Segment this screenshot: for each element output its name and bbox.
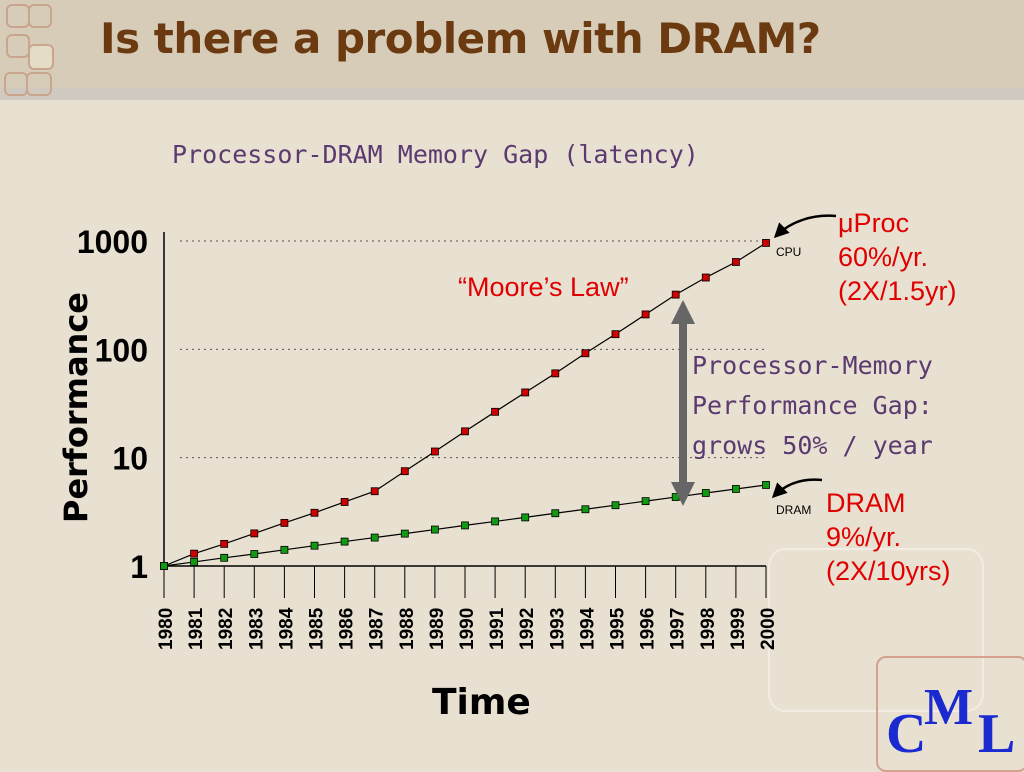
cpu-point-1995 xyxy=(611,330,620,339)
dram-point-1993 xyxy=(551,509,560,518)
logo-letter-m: M xyxy=(924,679,974,736)
x-tick-label-1980: 1980 xyxy=(156,608,177,650)
dram-note-line-2: 9%/yr. xyxy=(826,522,902,552)
x-tick-label-1990: 1990 xyxy=(457,608,478,650)
dram-point-1988 xyxy=(400,529,409,538)
x-tick-label-1991: 1991 xyxy=(487,607,508,650)
gap-note-line-3: grows 50% / year xyxy=(692,431,933,460)
cpu-point-1982 xyxy=(220,539,229,548)
dram-point-1996 xyxy=(641,497,650,506)
x-tick-label-1981: 1981 xyxy=(186,607,207,650)
y-tick-label-1: 1 xyxy=(130,549,148,585)
dram-point-1995 xyxy=(611,501,620,510)
cpu-note-line-3: (2X/1.5yr) xyxy=(838,276,957,306)
x-tick-label-1986: 1986 xyxy=(337,608,358,650)
cpu-point-1986 xyxy=(340,498,349,506)
gap-note-line-1: Processor-Memory xyxy=(692,351,933,380)
cpu-note: μProc 60%/yr. (2X/1.5yr) xyxy=(838,206,957,308)
cpu-point-1987 xyxy=(370,487,379,496)
x-tick-label-1985: 1985 xyxy=(307,607,328,650)
x-tick-label-1997: 1997 xyxy=(668,608,689,650)
deco-square-4 xyxy=(28,44,54,70)
x-tick-label-1994: 1994 xyxy=(577,607,598,650)
x-axis-label: Time xyxy=(432,682,531,723)
cpu-point-1998 xyxy=(701,273,710,282)
x-tick-label-1984: 1984 xyxy=(276,607,297,650)
y-tick-label-10: 10 xyxy=(112,441,148,477)
dram-pointer-arrow xyxy=(771,478,823,499)
title-underline xyxy=(0,88,1024,100)
dram-point-1981 xyxy=(190,558,199,566)
dram-note: DRAM 9%/yr. (2X/10yrs) xyxy=(826,486,951,588)
dram-point-2000 xyxy=(762,481,770,489)
dram-point-1991 xyxy=(491,517,500,526)
x-tick-label-1989: 1989 xyxy=(427,608,448,650)
cpu-point-1991 xyxy=(491,407,500,416)
cpu-point-1992 xyxy=(521,388,530,397)
logo-letter-l: L xyxy=(978,703,1016,765)
y-tick-label-100: 100 xyxy=(95,332,148,368)
dram-series-label: DRAM xyxy=(776,503,811,517)
cpu-series-label: CPU xyxy=(776,245,801,259)
cpu-pointer-arrow xyxy=(773,214,837,239)
x-tick-label-1983: 1983 xyxy=(246,608,267,650)
x-tick-label-1998: 1998 xyxy=(698,608,719,650)
x-tick-label-1995: 1995 xyxy=(608,607,629,650)
x-tick-label-1996: 1996 xyxy=(638,608,659,650)
dram-point-1999 xyxy=(732,485,740,493)
cpu-point-1983 xyxy=(250,529,259,538)
deco-square-2 xyxy=(28,4,52,28)
dram-point-1985 xyxy=(310,541,319,550)
dram-note-line-1: DRAM xyxy=(826,488,906,518)
x-tick-label-1988: 1988 xyxy=(397,608,418,650)
x-tick-label-1982: 1982 xyxy=(216,608,237,650)
dram-point-1986 xyxy=(340,537,349,546)
y-tick-label-1000: 1000 xyxy=(77,224,148,260)
dram-point-1984 xyxy=(280,545,289,554)
cpu-point-1981 xyxy=(190,549,199,558)
title-bar xyxy=(0,0,1024,88)
cpu-note-line-1: μProc xyxy=(838,208,910,238)
dram-point-1989 xyxy=(430,525,439,534)
page-title: Is there a problem with DRAM? xyxy=(100,14,821,63)
dram-point-1987 xyxy=(370,533,379,542)
cpu-point-1990 xyxy=(461,427,469,436)
dram-point-1982 xyxy=(220,553,229,562)
x-tick-label-1987: 1987 xyxy=(367,608,388,650)
cpu-point-1994 xyxy=(581,349,590,358)
cpu-point-1988 xyxy=(400,467,409,476)
dram-point-1990 xyxy=(461,521,469,530)
cpu-point-1989 xyxy=(430,447,439,456)
x-tick-label-2000: 2000 xyxy=(758,608,779,650)
dram-point-1997 xyxy=(671,493,680,501)
dram-point-1980 xyxy=(160,562,168,570)
cpu-point-1997 xyxy=(671,290,680,299)
gap-note-line-2: Performance Gap: xyxy=(692,391,933,420)
x-tick-label-1999: 1999 xyxy=(728,608,749,650)
dram-point-1998 xyxy=(701,489,710,497)
dram-note-line-3: (2X/10yrs) xyxy=(826,556,951,586)
cpu-point-1993 xyxy=(551,369,560,378)
dram-point-1994 xyxy=(581,505,590,514)
cpu-point-2000 xyxy=(762,239,770,247)
x-tick-label-1993: 1993 xyxy=(547,608,568,650)
y-axis-label: Performance xyxy=(57,291,95,523)
cpu-note-line-2: 60%/yr. xyxy=(838,242,929,272)
cpu-point-1985 xyxy=(310,508,319,517)
moores-law-label: “Moore’s Law” xyxy=(458,272,629,302)
cpu-point-1996 xyxy=(641,310,650,319)
dram-point-1992 xyxy=(521,513,530,522)
deco-square-6 xyxy=(26,72,52,96)
x-tick-label-1992: 1992 xyxy=(517,608,538,650)
cml-logo: C M L xyxy=(886,678,1022,768)
logo-letter-c: C xyxy=(886,703,927,765)
dram-point-1983 xyxy=(250,550,259,558)
chart-subtitle: Processor-DRAM Memory Gap (latency) xyxy=(172,140,699,169)
gap-note: Processor-Memory Performance Gap: grows … xyxy=(692,346,933,466)
cpu-point-1999 xyxy=(732,258,740,266)
cpu-point-1984 xyxy=(280,518,289,527)
